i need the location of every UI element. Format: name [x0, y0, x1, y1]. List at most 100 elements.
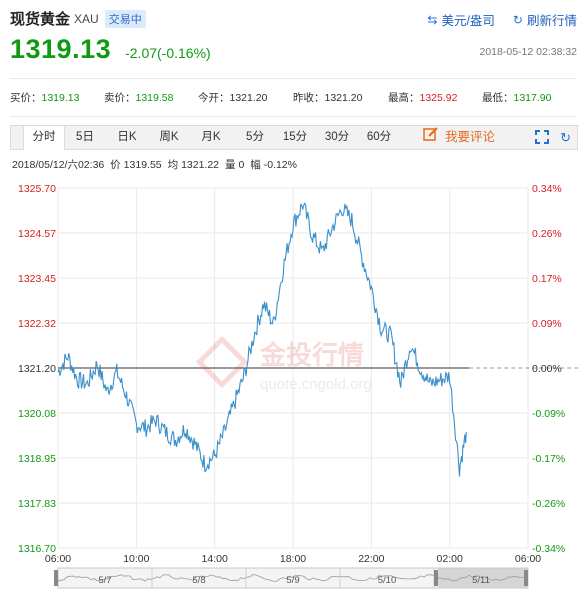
refresh-chart-icon[interactable]: ↻	[560, 130, 571, 145]
header-actions: ⇆ 美元/盎司 ↻ 刷新行情	[409, 10, 577, 29]
watermark: 金投行情 quote.cngold.org	[195, 335, 372, 393]
watermark-text: 金投行情	[259, 340, 364, 370]
y-tick-label: 1325.70	[18, 183, 56, 195]
navigator-date-label: 5/9	[286, 575, 299, 586]
navigator-sparkline	[57, 574, 527, 582]
tab-30min[interactable]: 30分	[324, 131, 350, 143]
bid-label: 买价：	[10, 92, 42, 104]
watermark-url: quote.cngold.org	[260, 376, 372, 393]
tab-60min[interactable]: 60分	[366, 131, 392, 143]
info-avg: 1321.22	[181, 159, 220, 171]
ask-value: 1319.58	[135, 92, 174, 104]
divider	[10, 78, 577, 79]
y-tick-label: 1318.95	[18, 453, 56, 465]
info-amplitude: -0.12%	[263, 159, 297, 171]
x-tick-label: 02:00	[437, 553, 463, 565]
y-tick-label: 1324.57	[18, 228, 56, 240]
x-tick-label: 06:00	[45, 553, 71, 565]
high-stat: 最高：1325.92	[388, 90, 457, 105]
y-tick-label: 1320.08	[18, 408, 56, 420]
info-volume-label: 量	[224, 159, 236, 171]
info-avg-label: 均	[167, 159, 179, 171]
prev-close-stat: 昨收：1321.20	[293, 90, 362, 105]
pct-tick-label: 0.09%	[532, 318, 562, 330]
low-label: 最低：	[482, 92, 514, 104]
intraday-chart[interactable]: 金投行情 quote.cngold.org 06:00 10:00 14:00 18:…	[0, 172, 585, 592]
open-stat: 今开：1321.20	[198, 90, 267, 105]
pct-tick-label: -0.34%	[532, 543, 565, 555]
unit-switch-button[interactable]: ⇆ 美元/盎司	[427, 10, 495, 29]
y-tick-label: 1317.83	[18, 498, 56, 510]
pct-tick-label: 0.34%	[532, 183, 562, 195]
info-amplitude-label: 幅	[250, 159, 261, 171]
prev-close-value: 1321.20	[324, 92, 363, 104]
tab-daily-k[interactable]: 日K	[117, 131, 137, 143]
pct-tick-label: 0.26%	[532, 228, 562, 240]
prev-close-label: 昨收：	[293, 92, 325, 104]
high-label: 最高：	[388, 92, 420, 104]
refresh-icon: ↻	[512, 12, 523, 27]
divider	[10, 116, 577, 117]
comment-label: 我要评论	[445, 130, 496, 144]
navigator-handle-left[interactable]	[434, 570, 438, 586]
price-line	[57, 202, 467, 477]
unit-switch-label: 美元/盎司	[441, 14, 495, 28]
quote-timestamp: 2018-05-12 02:38:32	[479, 46, 578, 58]
refresh-quote-button[interactable]: ↻ 刷新行情	[513, 10, 577, 29]
info-price-label: 价	[110, 159, 121, 171]
info-datetime: 2018/05/12/六02:36	[12, 159, 105, 171]
low-stat: 最低：1317.90	[482, 90, 551, 105]
fullscreen-icon[interactable]	[535, 130, 549, 149]
pct-tick-label: -0.17%	[532, 453, 565, 465]
x-tick-label: 18:00	[280, 553, 306, 565]
pct-tick-label: 0.17%	[532, 273, 562, 285]
range-navigator[interactable]: 5/7 5/8 5/9 5/10 5/11	[54, 567, 529, 589]
low-value: 1317.90	[513, 92, 552, 104]
x-tick-label: 10:00	[123, 553, 149, 565]
current-price: 1319.13	[10, 34, 112, 64]
x-tick-label: 14:00	[202, 553, 228, 565]
period-tabs: 分时 5日 日K 周K 月K 5分 15分 30分 60分 我要评论 ↻	[10, 125, 578, 150]
y-tick-label: 1323.45	[18, 273, 56, 285]
instrument-symbol: XAU	[74, 11, 99, 26]
title-row: 现货黄金 XAU 交易中	[10, 8, 146, 29]
tab-intraday[interactable]: 分时	[23, 126, 65, 150]
pct-tick-label: -0.09%	[532, 408, 565, 420]
navigator-date-label: 5/11	[472, 575, 490, 586]
high-value: 1325.92	[419, 92, 458, 104]
navigator-handle-right[interactable]	[524, 570, 528, 586]
price-row: 1319.13 -2.07(-0.16%)	[10, 34, 211, 65]
tab-15min[interactable]: 15分	[282, 131, 308, 143]
y-tick-label: 1316.70	[18, 543, 56, 555]
instrument-name: 现货黄金	[10, 11, 71, 28]
navigator-date-label: 5/10	[378, 575, 397, 586]
edit-icon	[423, 126, 439, 149]
x-tick-label: 06:00	[515, 553, 541, 565]
bid-stat: 买价：1319.13	[10, 90, 79, 105]
tab-5day[interactable]: 5日	[76, 131, 94, 143]
pct-tick-label: 0.00%	[532, 363, 562, 375]
price-change: -2.07(-0.16%)	[125, 45, 211, 61]
navigator-scroll-left[interactable]	[54, 570, 58, 586]
navigator-date-label: 5/8	[192, 575, 205, 586]
navigator-selection	[438, 568, 528, 588]
x-tick-label: 22:00	[358, 553, 384, 565]
info-volume: 0	[238, 159, 245, 171]
info-price: 1319.55	[123, 159, 162, 171]
navigator-date-label: 5/7	[98, 575, 111, 586]
comment-button[interactable]: 我要评论	[423, 126, 495, 149]
open-value: 1321.20	[229, 92, 268, 104]
ask-label: 卖价：	[104, 92, 136, 104]
tab-5min[interactable]: 5分	[246, 131, 264, 143]
swap-arrows-icon: ⇆	[427, 12, 438, 27]
tab-monthly-k[interactable]: 月K	[201, 131, 221, 143]
ask-stat: 卖价：1319.58	[104, 90, 173, 105]
tab-weekly-k[interactable]: 周K	[159, 131, 179, 143]
refresh-quote-label: 刷新行情	[526, 14, 577, 28]
y-tick-label: 1321.20	[18, 363, 56, 375]
pct-tick-label: -0.26%	[532, 498, 565, 510]
open-label: 今开：	[198, 92, 230, 104]
y-tick-label: 1322.32	[18, 318, 56, 330]
trading-status-badge: 交易中	[104, 9, 146, 28]
